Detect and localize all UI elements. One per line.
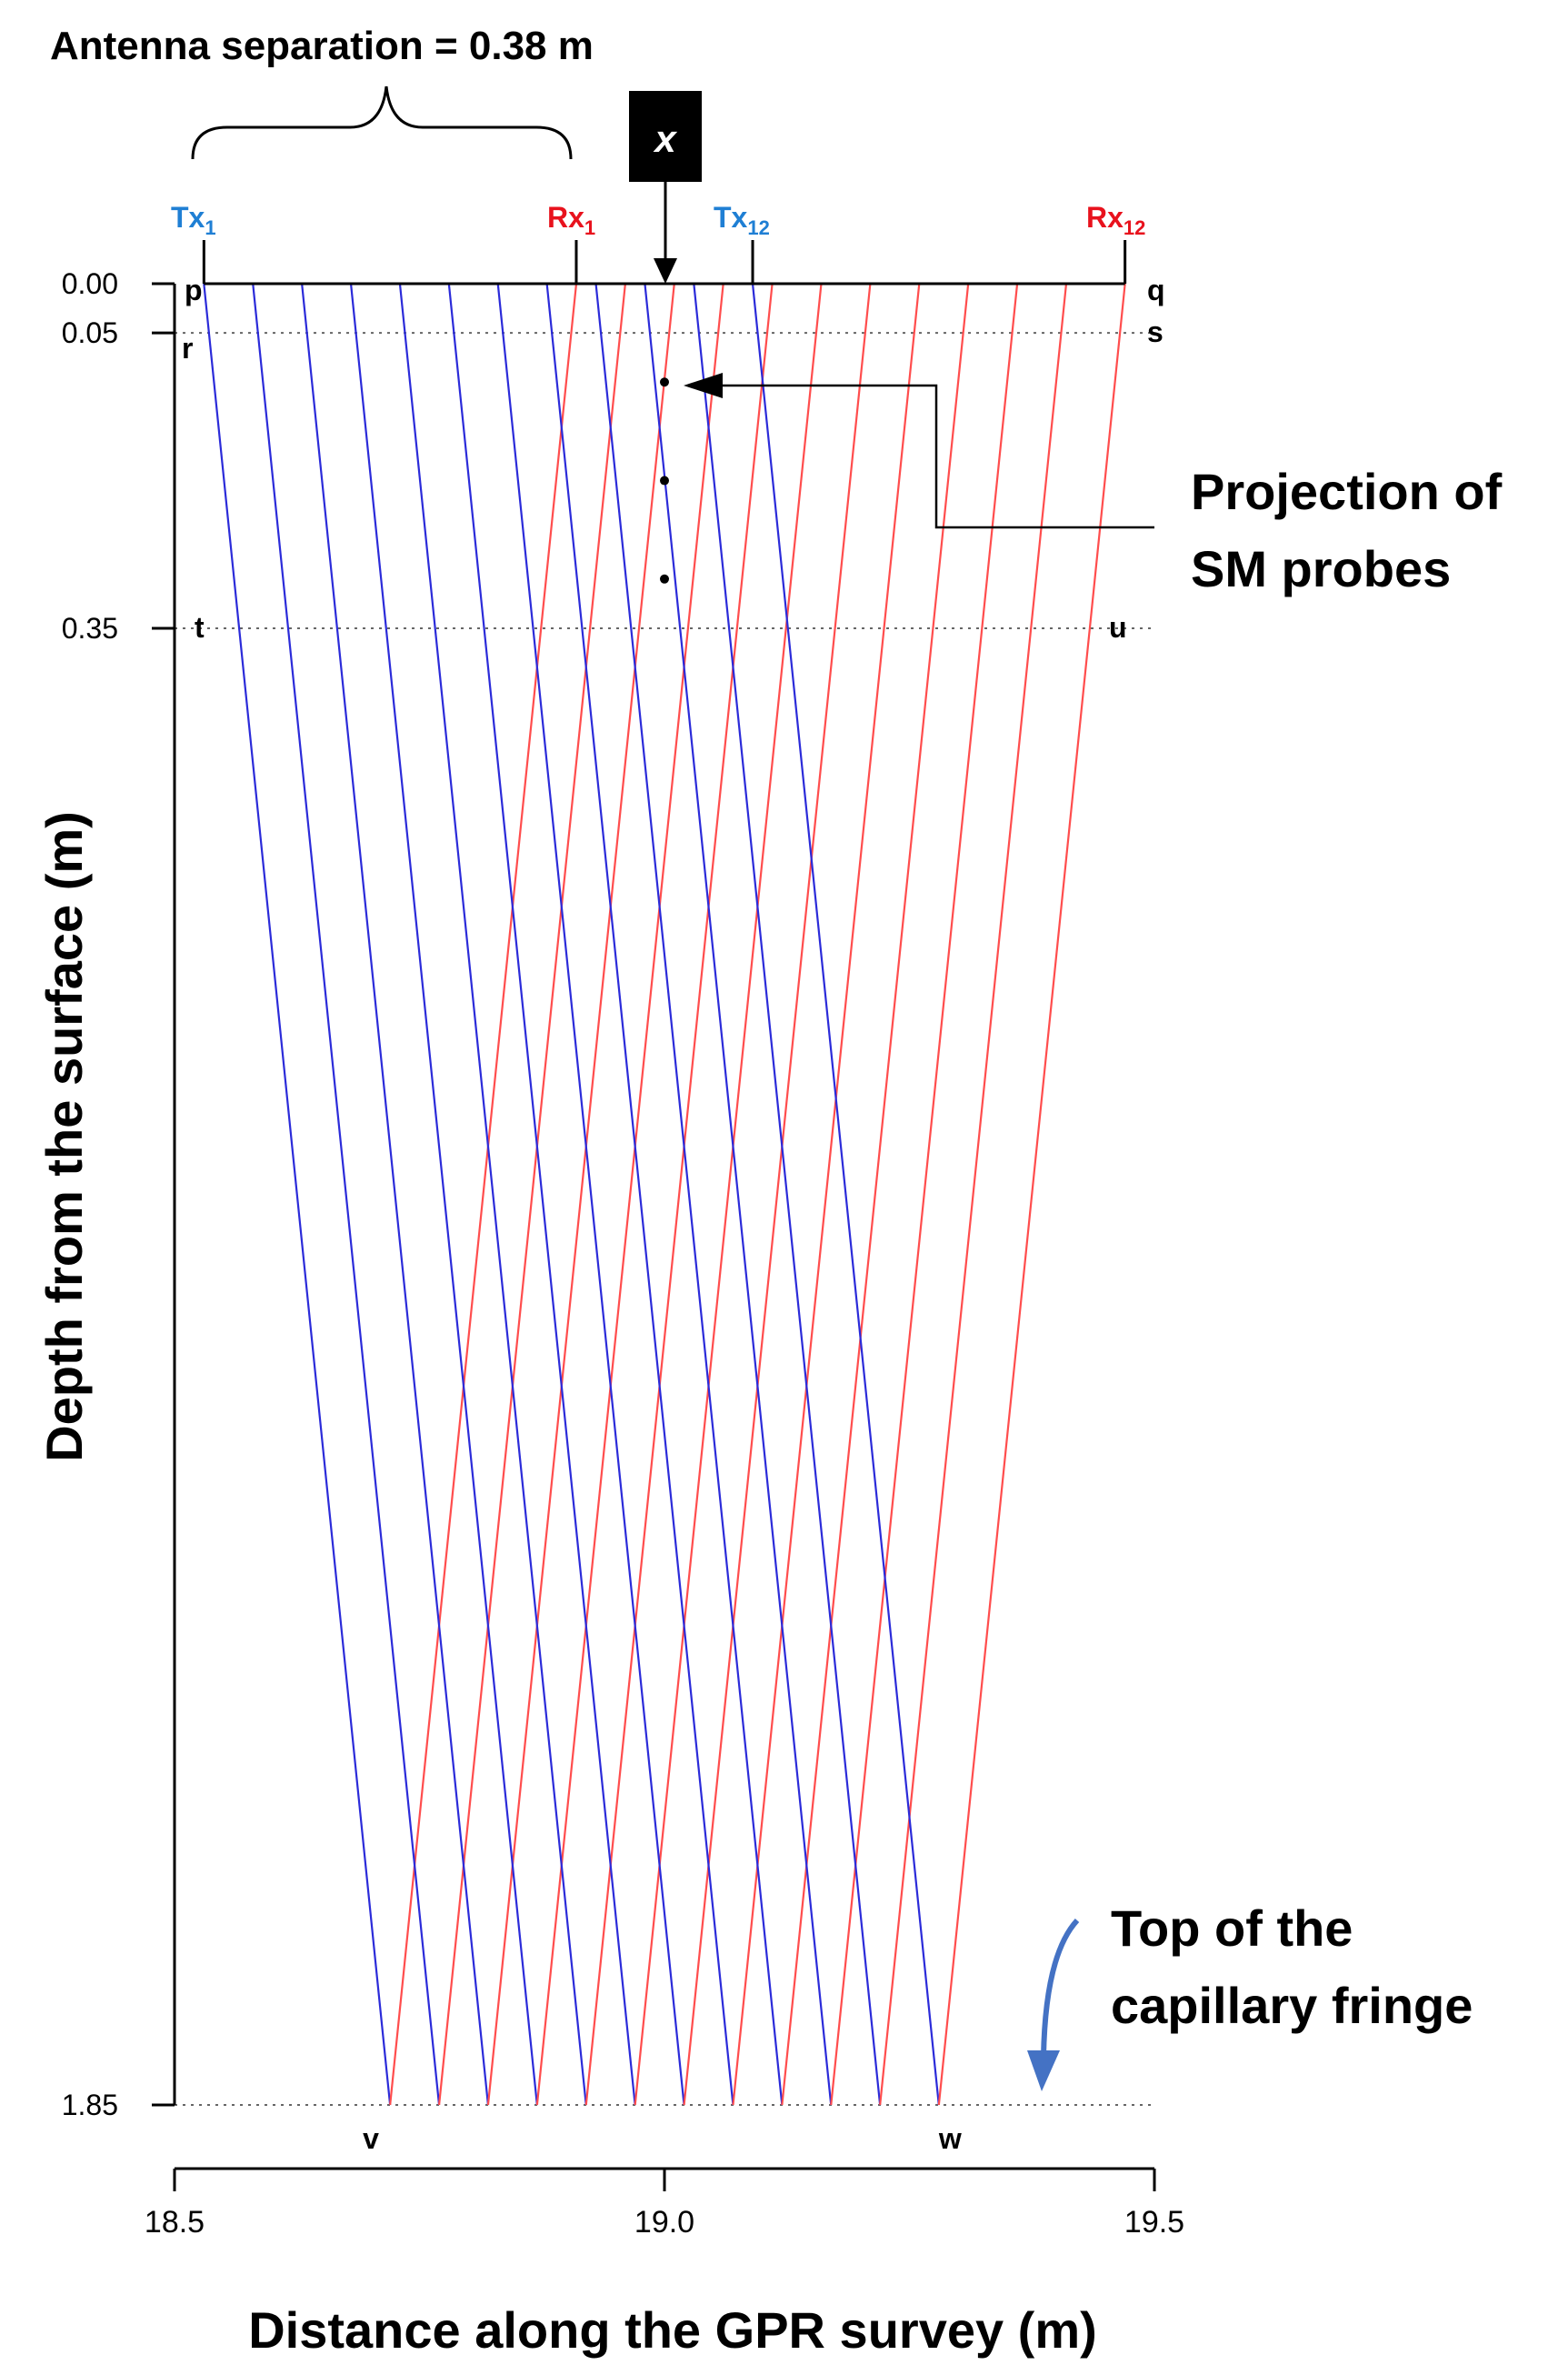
x-tick-label-2: 19.5: [1124, 2205, 1184, 2240]
rx-ray-4: [535, 283, 724, 2106]
x-tick-label-1: 19.0: [634, 2205, 694, 2240]
corner-label-v: v: [363, 2122, 379, 2155]
tx-ray-7: [496, 283, 685, 2106]
tx-ray-9: [594, 283, 784, 2106]
tx-ray-11: [693, 283, 882, 2106]
tx-ray-10: [644, 283, 833, 2106]
rx12-label: Rx12: [1086, 201, 1145, 239]
x-tick-label-0: 18.5: [145, 2205, 205, 2240]
rx-ray-6: [634, 283, 823, 2106]
sm-probe-dot-3: [660, 574, 669, 584]
rx-ray-9: [781, 283, 970, 2106]
rx1-label-base: Rx: [547, 201, 584, 234]
rx-ray-3: [486, 283, 675, 2106]
marker-label: x: [653, 117, 677, 160]
y-tick-label-0: 0.00: [62, 267, 118, 300]
y-ticks: 0.00 0.05 0.35 1.85: [62, 267, 175, 2121]
y-tick-label-2: 0.35: [62, 612, 118, 645]
rx-ray-12: [937, 283, 1126, 2106]
corner-label-p: p: [185, 274, 203, 306]
corner-label-u: u: [1109, 611, 1127, 644]
ray-paths: [203, 283, 1126, 2106]
corner-label-q: q: [1147, 274, 1165, 306]
rx-ray-10: [830, 283, 1019, 2106]
tx-ray-12: [751, 283, 940, 2106]
y-axis-title: Depth from the surface (m): [35, 811, 93, 1462]
x-axis-title: Distance along the GPR survey (m): [248, 2301, 1097, 2359]
corner-label-t: t: [195, 611, 205, 644]
capillary-arrow-head: [1027, 2050, 1060, 2091]
rx-ray-1: [389, 283, 578, 2106]
tx12-label-base: Tx: [714, 201, 748, 234]
tx-ray-3: [301, 283, 490, 2106]
rx-ray-11: [879, 283, 1068, 2106]
sm-probe-callout-arrow-head: [684, 373, 723, 398]
marker-box: [629, 91, 702, 182]
corner-label-w: w: [938, 2122, 962, 2155]
sm-probe-label-line1: Projection of: [1191, 463, 1503, 520]
rx12-label-sub: 12: [1124, 216, 1145, 239]
tx-ray-8: [545, 283, 734, 2106]
rx-ray-5: [584, 283, 774, 2106]
capillary-arrow-line: [1041, 1918, 1080, 2058]
tx12-label: Tx12: [714, 201, 770, 239]
rx-ray-7: [683, 283, 872, 2106]
rx1-label-sub: 1: [584, 216, 595, 239]
y-tick-label-1: 0.05: [62, 316, 118, 349]
tx12-label-sub: 12: [747, 216, 769, 239]
tx-ray-1: [203, 283, 392, 2106]
tx-ray-2: [252, 283, 441, 2106]
sm-probe-dot-2: [660, 476, 669, 486]
tx1-label: Tx1: [171, 201, 216, 239]
capillary-label-line2: capillary fringe: [1111, 1977, 1473, 2034]
tx1-label-sub: 1: [205, 216, 215, 239]
sm-probe-label-line2: SM probes: [1191, 540, 1451, 597]
antenna-separation-label: Antenna separation = 0.38 m: [50, 24, 594, 68]
tx-ray-6: [447, 283, 636, 2106]
capillary-label-line1: Top of the: [1111, 1899, 1353, 1957]
corner-label-s: s: [1147, 316, 1164, 348]
rx12-label-base: Rx: [1086, 201, 1124, 234]
rx-ray-2: [437, 283, 626, 2106]
x-ticks: 18.5 19.0 19.5: [145, 2169, 1184, 2240]
sm-probes: [660, 377, 669, 584]
tx1-label-base: Tx: [171, 201, 205, 234]
sm-probe-dot-1: [660, 377, 669, 387]
tx-ray-4: [349, 283, 538, 2106]
y-tick-label-3: 1.85: [62, 2089, 118, 2121]
rx1-label: Rx1: [547, 201, 595, 239]
rx-ray-8: [732, 283, 921, 2106]
tx-ray-5: [398, 283, 587, 2106]
dotted-lines: [175, 332, 1154, 2106]
sm-probe-callout-line: [718, 384, 1154, 529]
corner-label-r: r: [182, 332, 193, 365]
marker-arrow-head: [654, 258, 677, 284]
antenna-separation-brace: [191, 85, 573, 160]
antenna-stubs: [202, 240, 1127, 284]
